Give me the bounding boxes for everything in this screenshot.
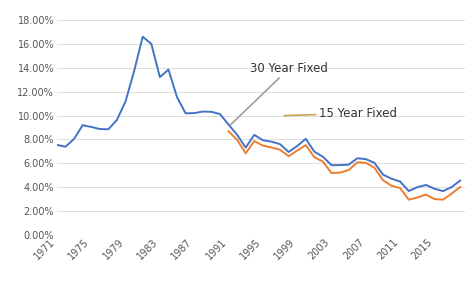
Text: 30 Year Fixed: 30 Year Fixed [230, 62, 328, 125]
Text: 15 Year Fixed: 15 Year Fixed [284, 107, 397, 120]
